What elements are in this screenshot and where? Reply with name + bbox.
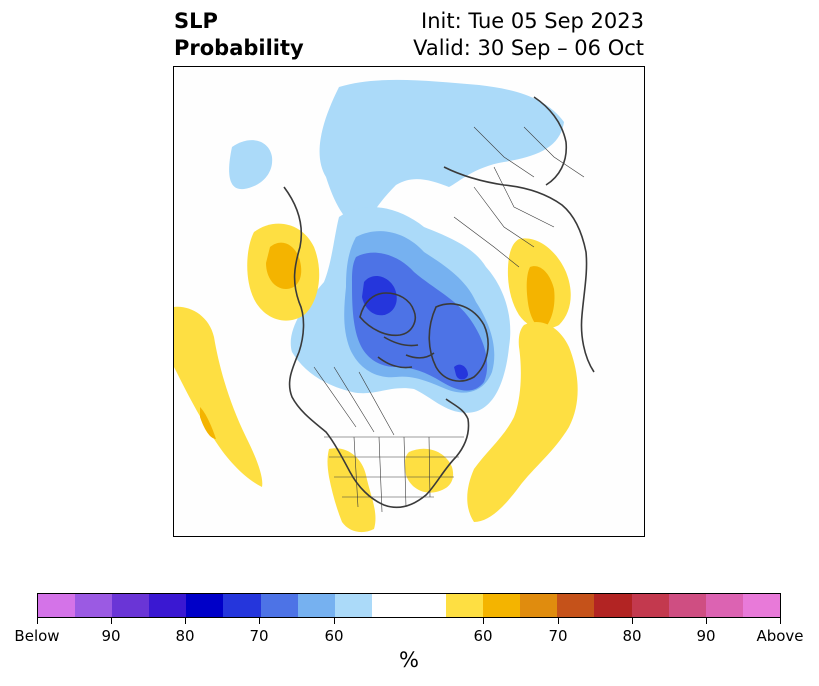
colorbar-segment — [520, 594, 558, 617]
colorbar-tick-label: Above — [756, 627, 804, 645]
colorbar-tick — [706, 618, 707, 624]
colorbar-segment — [75, 594, 113, 617]
colorbar-tick-label: 70 — [548, 627, 568, 645]
colorbar-segment — [260, 594, 298, 617]
colorbar-tick — [111, 618, 112, 624]
west-coast-us-above-70 — [200, 407, 216, 439]
colorbar-unit: % — [399, 648, 419, 672]
colorbar-segment — [38, 594, 76, 617]
alaska-siberia-below-anomaly — [319, 79, 564, 232]
valid-period: Valid: 30 Sep – 06 Oct — [413, 36, 644, 60]
colorbar-tick-label: 60 — [473, 627, 493, 645]
colorbar-segment — [742, 594, 780, 617]
colorbar-segment — [594, 594, 632, 617]
colorbar-segment — [483, 594, 521, 617]
colorbar-segment — [334, 594, 372, 617]
north-atlantic-above-60 — [467, 321, 578, 522]
colorbar-segment — [112, 594, 150, 617]
central-us-above-60 — [404, 448, 454, 493]
colorbar-tick — [37, 618, 38, 624]
hudson-bay-outline — [359, 292, 416, 337]
map-panel — [173, 66, 645, 537]
colorbar-segment — [186, 594, 224, 617]
map-title-right: Init: Tue 05 Sep 2023 Valid: 30 Sep – 06… — [413, 8, 644, 62]
colorbar-tick-label: 80 — [622, 627, 642, 645]
southwest-us-above-60 — [327, 448, 376, 533]
above-anomaly-regions — [174, 223, 578, 533]
colorbar-segment — [631, 594, 669, 617]
colorbar-tick — [483, 618, 484, 624]
title-product: Probability — [174, 36, 304, 60]
colorbar-tick — [185, 618, 186, 624]
west-coast-us-above-60 — [174, 306, 263, 487]
below-anomaly-regions — [229, 79, 564, 413]
colorbar-segment — [668, 594, 706, 617]
north-pacific-above-70 — [266, 242, 302, 289]
us-state-lines — [324, 436, 464, 513]
colorbar-tick-label: 80 — [175, 627, 195, 645]
bering-below-anomaly — [229, 140, 273, 190]
colorbar-segment — [297, 594, 335, 617]
colorbar-segment — [705, 594, 743, 617]
colorbar-tick-label: 90 — [696, 627, 716, 645]
colorbar-tick — [558, 618, 559, 624]
colorbar-tick — [780, 618, 781, 624]
init-date: Init: Tue 05 Sep 2023 — [421, 9, 644, 33]
colorbar-segment — [149, 594, 187, 617]
colorbar — [37, 593, 781, 618]
eurasia-outline — [443, 166, 595, 373]
political-boundaries — [313, 126, 585, 513]
colorbar-tick-label: 70 — [249, 627, 269, 645]
colorbar-tick — [334, 618, 335, 624]
colorbar-segment — [446, 594, 484, 617]
colorbar-segment — [223, 594, 261, 617]
colorbar-segment — [557, 594, 595, 617]
colorbar-tick-label: 90 — [101, 627, 121, 645]
greenland-outline — [428, 303, 489, 382]
canada-province-lines — [313, 366, 395, 436]
colorbar-tick — [632, 618, 633, 624]
eurasia-borders — [453, 126, 585, 268]
map-title-left: SLP Probability — [174, 8, 304, 62]
colorbar-tick — [259, 618, 260, 624]
coastlines — [283, 96, 595, 509]
colorbar-tick-label: 60 — [324, 627, 344, 645]
arctic-islands — [377, 336, 435, 369]
scandinavia-outline — [533, 96, 568, 186]
north-america-outline — [283, 186, 470, 509]
colorbar-tick-label: Below — [14, 627, 60, 645]
colorbar-segment — [371, 594, 447, 617]
map-canvas — [174, 79, 595, 533]
title-variable: SLP — [174, 9, 218, 33]
eastern-europe-above-70 — [526, 266, 555, 329]
greenland-below-80 — [454, 364, 468, 380]
hudson-bay-below-80 — [362, 275, 397, 316]
